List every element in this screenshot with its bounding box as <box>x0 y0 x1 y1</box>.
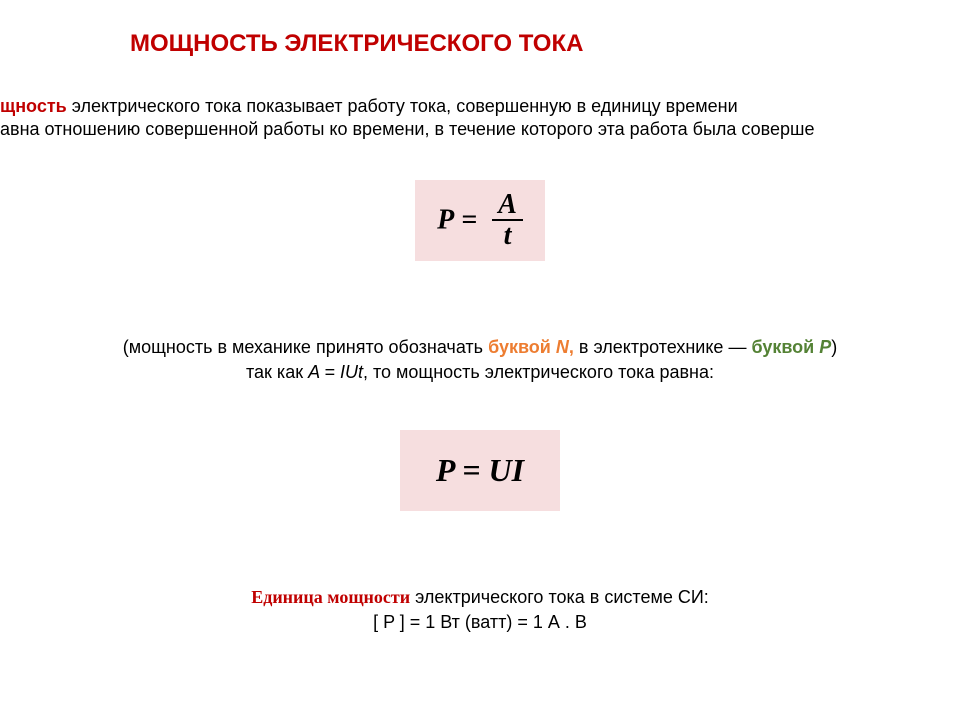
mid-P: P <box>819 337 831 357</box>
intro-text: щность электрического тока показывает ра… <box>0 95 960 142</box>
bottom-text: Единица мощности электрического тока в с… <box>0 585 960 635</box>
formula-1-container: P = At <box>0 180 960 261</box>
unit-line: [ P ] = 1 Вт (ватт) = 1 А . В <box>0 610 960 635</box>
unit-rest: электрического тока в системе СИ: <box>410 587 709 607</box>
unit-lead: Единица мощности <box>251 587 410 607</box>
mid-bukva2: буквой <box>751 337 819 357</box>
mid-l2a: так как <box>246 362 308 382</box>
mid-l2b: , то мощность электрического тока равна: <box>363 362 714 382</box>
page-title: МОЩНОСТЬ ЭЛЕКТРИЧЕСКОГО ТОКА <box>130 30 583 58</box>
mid-open: (мощность в механике принято обозначать <box>123 337 488 357</box>
f1-lhs: P <box>437 204 454 235</box>
mid-middle: в электротехнике <box>579 337 729 357</box>
mid-dash: — <box>728 337 751 357</box>
mid-bukva1: буквой <box>488 337 556 357</box>
f1-numerator: A <box>492 190 523 221</box>
intro-bold: щность <box>0 96 67 116</box>
formula-2: P = UI <box>400 430 560 511</box>
intro-l2: авна отношению совершенной работы ко вре… <box>0 118 960 141</box>
f1-eq: = <box>454 204 484 235</box>
mid-close: ) <box>831 337 837 357</box>
formula-2-container: P = UI <box>0 430 960 511</box>
mid-comma: , <box>569 337 579 357</box>
formula-1: P = At <box>415 180 545 261</box>
f1-fraction: At <box>492 190 523 251</box>
intro-l1: электрического тока показывает работу то… <box>67 96 738 116</box>
f1-denominator: t <box>492 221 523 250</box>
mid-eq: A = IUt <box>308 362 363 382</box>
mid-text: (мощность в механике принято обозначать … <box>0 335 960 385</box>
mid-N: N <box>556 337 569 357</box>
